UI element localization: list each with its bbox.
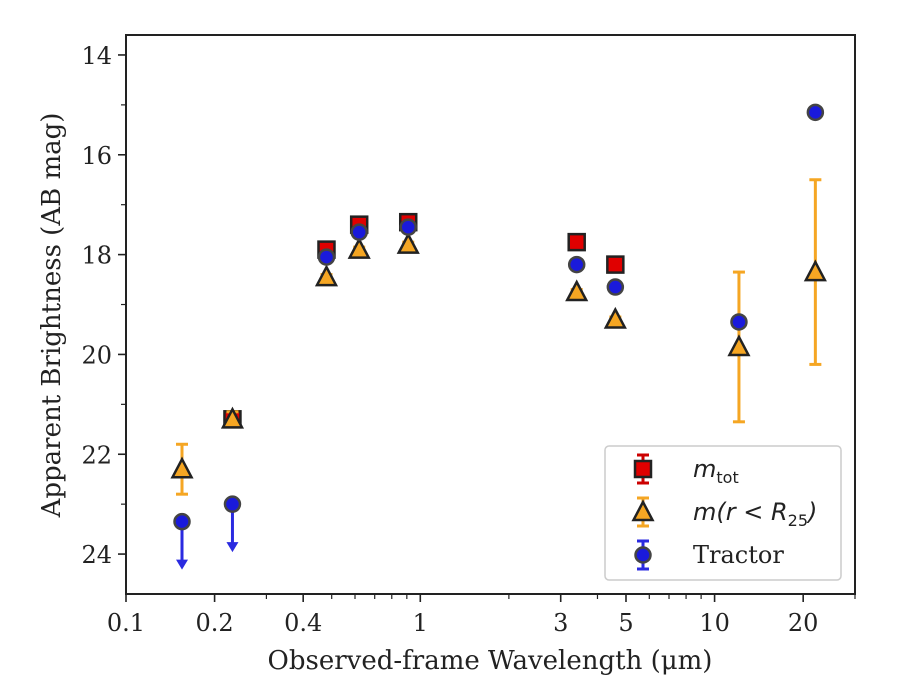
- y-tick-label: 16: [81, 142, 112, 170]
- point-square: [567, 232, 586, 252]
- legend-label: Tractor: [693, 541, 784, 569]
- point-circle: [567, 255, 586, 274]
- data-marks: [170, 103, 827, 570]
- legend-marker-triangle: [631, 499, 655, 522]
- point-circle: [350, 223, 368, 241]
- legend-entry-mtot: mtot: [633, 453, 739, 487]
- x-tick-label: 1: [413, 609, 428, 637]
- point-triangle: [565, 279, 589, 302]
- legend-label-main: m: [693, 455, 716, 483]
- series-triangle: [170, 178, 827, 496]
- legend-label: mtot: [693, 455, 739, 487]
- point-triangle: [396, 231, 420, 254]
- axes: 0.1 0.2 0.4 1 3 5 10 20 14 16 18 20 22 24: [81, 42, 856, 637]
- x-tick-label: 10: [699, 609, 730, 637]
- x-tick-label: 5: [618, 609, 633, 637]
- series-circle: [173, 103, 825, 570]
- point-circle: [173, 512, 191, 531]
- legend-marker-circle: [634, 546, 652, 564]
- point-triangle: [314, 264, 339, 287]
- legend-label-subscript: 25: [788, 511, 808, 530]
- point-circle: [730, 313, 748, 331]
- x-tick-label: 0.1: [107, 609, 145, 637]
- x-tick-label: 0.2: [196, 609, 234, 637]
- x-tick-label: 0.4: [284, 609, 322, 637]
- y-tick-label: 20: [81, 341, 112, 369]
- point-triangle: [803, 259, 827, 282]
- point-circle: [223, 495, 242, 513]
- point-circle: [317, 248, 336, 266]
- point-circle: [806, 103, 825, 122]
- legend-label-suffix: ): [806, 498, 817, 526]
- point-circle: [399, 218, 417, 236]
- x-tick-label: 3: [553, 609, 568, 637]
- point-square: [606, 255, 625, 274]
- legend-label-main: m(r < R: [693, 498, 788, 526]
- point-triangle: [347, 236, 371, 259]
- plot-frame: [125, 34, 856, 595]
- y-tick-label: 24: [81, 541, 112, 569]
- legend-box: [604, 445, 842, 581]
- y-tick-label: 22: [81, 441, 112, 469]
- point-triangle: [603, 306, 627, 329]
- point-triangle: [727, 334, 751, 357]
- legend-label-subscript: tot: [716, 468, 738, 487]
- x-tick-label: 20: [788, 609, 819, 637]
- legend-entry-tractor: Tractor: [634, 539, 784, 571]
- upper-limit-arrowhead: [176, 559, 189, 570]
- point-triangle: [170, 456, 194, 479]
- y-tick-label: 14: [81, 42, 112, 70]
- legend: mtot m(r < R25) Tractor: [604, 445, 842, 581]
- legend-label: m(r < R25): [693, 498, 817, 530]
- legend-marker-square: [633, 459, 653, 479]
- point-triangle: [220, 406, 245, 429]
- upper-limit-arrowhead: [226, 542, 239, 553]
- legend-entry-mr25: m(r < R25): [631, 496, 817, 530]
- point-circle: [606, 278, 625, 296]
- y-axis-title: Apparent Brightness (AB mag): [37, 113, 67, 519]
- x-axis-title: Observed-frame Wavelength (μm): [268, 646, 713, 676]
- y-tick-label: 18: [81, 242, 112, 270]
